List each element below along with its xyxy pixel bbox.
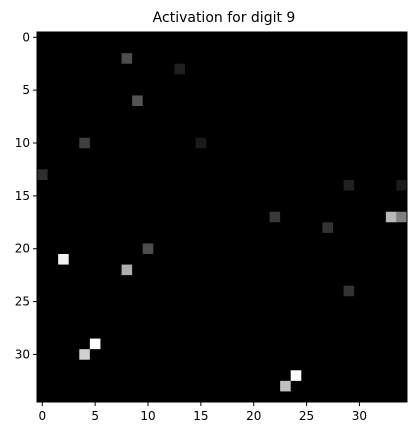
- x-tick-label: 0: [38, 409, 46, 423]
- chart-title: Activation for digit 9: [153, 10, 296, 26]
- heatmap-cell: [290, 370, 302, 381]
- y-axis: 0 5 10 15 20 25 30: [15, 30, 37, 361]
- heatmap-cell: [343, 285, 355, 297]
- y-tick-label: 15: [15, 189, 30, 203]
- heatmap-cell: [58, 254, 69, 265]
- heatmap-cell: [269, 211, 281, 223]
- y-tick-label: 30: [15, 347, 30, 361]
- x-tick-label: 25: [299, 409, 314, 423]
- heatmap-cell: [385, 211, 397, 223]
- y-tick-label: 0: [22, 30, 30, 44]
- y-tick-label: 10: [15, 136, 30, 150]
- x-tick-label: 5: [91, 409, 99, 423]
- heatmap-cells: [37, 53, 407, 392]
- y-tick-label: 20: [15, 242, 30, 256]
- heatmap-cell: [142, 243, 154, 254]
- heatmap-cell: [132, 95, 143, 106]
- plot-area: [36, 31, 408, 403]
- y-tick-label: 5: [22, 83, 30, 97]
- x-tick-label: 30: [352, 409, 367, 423]
- heatmap-cell: [121, 53, 133, 64]
- y-tick-label: 25: [15, 295, 30, 309]
- heatmap-cell: [280, 380, 291, 392]
- x-tick-label: 10: [140, 409, 155, 423]
- heatmap-cell: [396, 211, 407, 223]
- heatmap-cell: [79, 137, 90, 149]
- heatmap-cell: [37, 169, 48, 180]
- x-tick-label: 15: [193, 409, 208, 423]
- x-axis: 0 5 10 15 20 25 30: [38, 402, 367, 423]
- heatmap-cell: [195, 137, 207, 149]
- heatmap-cell: [343, 180, 355, 191]
- heatmap-cell: [121, 264, 133, 276]
- heatmap-cell: [79, 349, 90, 360]
- x-tick-label: 20: [246, 409, 261, 423]
- heatmap-cell: [89, 338, 101, 350]
- heatmap-cell: [322, 222, 333, 233]
- plot-frame: [36, 31, 408, 403]
- heatmap-cell: [174, 63, 185, 75]
- heatmap-cell: [396, 180, 407, 191]
